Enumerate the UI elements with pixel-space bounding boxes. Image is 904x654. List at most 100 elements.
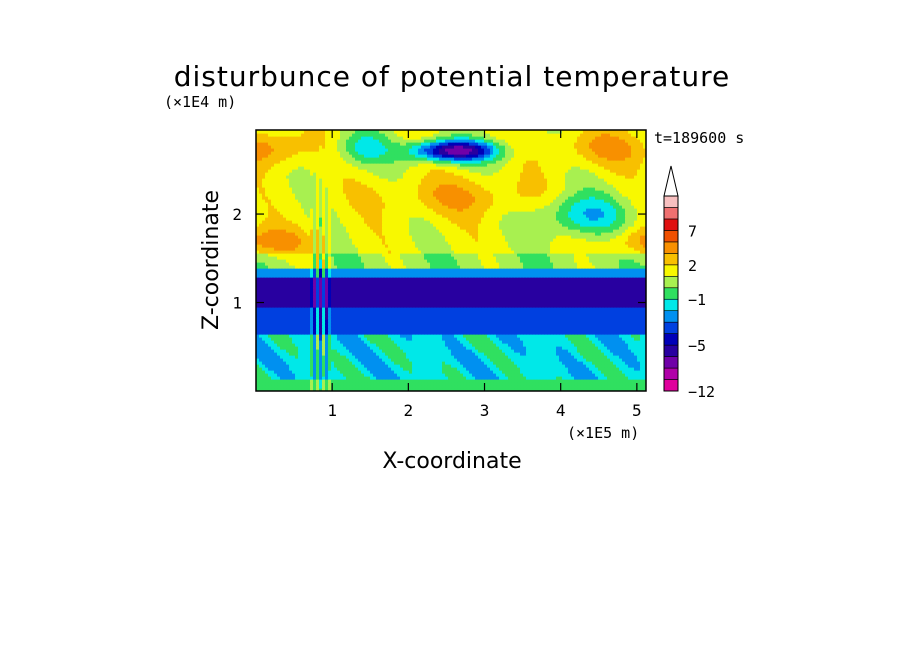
contour-cell xyxy=(340,319,344,323)
contour-cell xyxy=(310,379,314,383)
contour-cell xyxy=(616,352,620,356)
contour-cell xyxy=(598,310,602,314)
contour-cell xyxy=(400,289,404,293)
contour-cell xyxy=(340,382,344,386)
contour-cell xyxy=(412,316,416,320)
contour-cell xyxy=(424,385,428,389)
contour-cell xyxy=(340,331,344,335)
contour-cell xyxy=(634,328,638,332)
contour-cell xyxy=(460,355,464,359)
contour-cell xyxy=(409,382,413,386)
contour-cell xyxy=(607,289,611,293)
contour-cell xyxy=(271,322,275,326)
contour-cell xyxy=(430,283,434,287)
contour-cell xyxy=(364,331,368,335)
contour-cell xyxy=(352,352,356,356)
contour-cell xyxy=(298,301,302,305)
contour-cell xyxy=(553,370,557,374)
contour-cell xyxy=(394,343,398,347)
contour-cell xyxy=(367,352,371,356)
contour-cell xyxy=(319,346,323,350)
contour-cell xyxy=(331,340,335,344)
contour-cell xyxy=(643,337,646,341)
contour-cell xyxy=(274,295,278,299)
contour-cell xyxy=(583,355,587,359)
contour-cell xyxy=(538,385,542,389)
contour-cell xyxy=(520,346,524,350)
contour-cell xyxy=(364,292,368,296)
contour-cell xyxy=(400,286,404,290)
contour-cell xyxy=(484,364,488,368)
contour-cell xyxy=(553,298,557,302)
contour-cell xyxy=(595,364,599,368)
contour-cell xyxy=(523,340,527,344)
contour-cell xyxy=(553,283,557,287)
contour-cell xyxy=(556,325,560,329)
contour-cell xyxy=(262,277,266,281)
contour-cell xyxy=(301,376,305,380)
contour-cell xyxy=(445,331,449,335)
contour-cell xyxy=(550,298,554,302)
contour-cell xyxy=(280,334,284,338)
contour-cell xyxy=(511,334,515,338)
contour-cell xyxy=(445,277,449,281)
contour-cell xyxy=(355,352,359,356)
contour-cell xyxy=(607,307,611,311)
contour-cell xyxy=(355,277,359,281)
contour-cell xyxy=(559,352,563,356)
contour-cell xyxy=(277,352,281,356)
contour-cell xyxy=(259,310,263,314)
contour-cell xyxy=(538,364,542,368)
contour-cell xyxy=(358,313,362,317)
contour-cell xyxy=(490,298,494,302)
contour-cell xyxy=(439,343,443,347)
contour-cell xyxy=(598,367,602,371)
contour-cell xyxy=(523,355,527,359)
contour-cell xyxy=(349,277,353,281)
contour-cell xyxy=(457,313,461,317)
contour-cell xyxy=(262,370,266,374)
contour-cell xyxy=(517,370,521,374)
contour-cell xyxy=(469,304,473,308)
contour-cell xyxy=(565,319,569,323)
contour-cell xyxy=(370,277,374,281)
contour-cell xyxy=(583,280,587,284)
contour-cell xyxy=(322,388,326,391)
contour-cell xyxy=(505,304,509,308)
contour-cell xyxy=(367,280,371,284)
contour-cell xyxy=(352,373,356,377)
contour-cell xyxy=(334,280,338,284)
contour-cell xyxy=(610,337,614,341)
contour-cell xyxy=(265,304,269,308)
contour-cell xyxy=(631,337,635,341)
contour-cell xyxy=(589,337,593,341)
contour-cell xyxy=(406,298,410,302)
contour-cell xyxy=(601,295,605,299)
contour-cell xyxy=(265,322,269,326)
contour-cell xyxy=(379,313,383,317)
contour-cell xyxy=(283,337,287,341)
contour-cell xyxy=(310,283,314,287)
contour-cell xyxy=(394,310,398,314)
contour-cell xyxy=(499,280,503,284)
contour-cell xyxy=(544,355,548,359)
contour-cell xyxy=(418,364,422,368)
contour-cell xyxy=(361,382,365,386)
contour-cell xyxy=(256,331,260,335)
contour-cell xyxy=(511,280,515,284)
contour-cell xyxy=(613,280,617,284)
contour-cell xyxy=(556,343,560,347)
contour-cell xyxy=(382,364,386,368)
contour-cell xyxy=(586,340,590,344)
contour-cell xyxy=(547,325,551,329)
contour-cell xyxy=(385,343,389,347)
contour-cell xyxy=(487,325,491,329)
contour-cell xyxy=(439,316,443,320)
contour-cell xyxy=(502,283,506,287)
contour-cell xyxy=(568,370,572,374)
contour-cell xyxy=(271,382,275,386)
contour-cell xyxy=(529,334,533,338)
contour-cell xyxy=(436,280,440,284)
contour-cell xyxy=(526,340,530,344)
contour-cell xyxy=(331,346,335,350)
